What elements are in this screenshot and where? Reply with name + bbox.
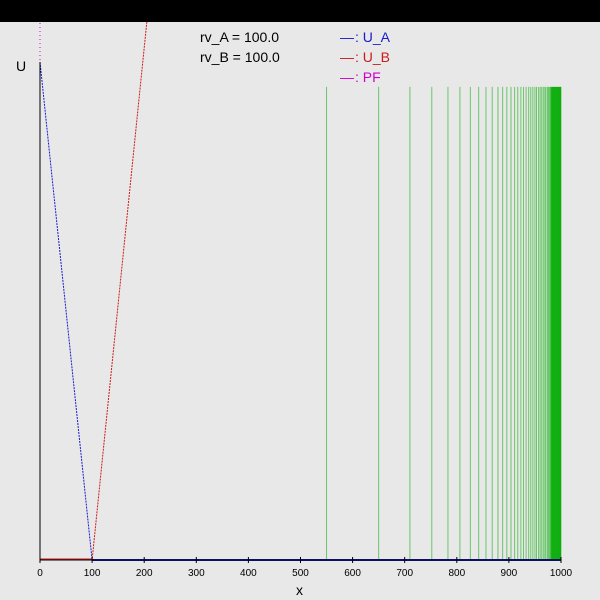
x-tick-label-9: 900 [501,568,518,579]
x-tick-label-1: 100 [84,568,101,579]
param-rv-a: rv_A = 100.0 [200,29,279,45]
top-bar [0,0,600,22]
x-axis-label: x [296,582,303,598]
x-tick-label-6: 600 [344,568,361,579]
legend-marker-u-b: — [340,49,354,65]
vertical-lines-group [326,86,562,561]
legend-label-u-b: : U_B [355,49,390,65]
x-tick-label-2: 200 [136,568,153,579]
legend: — : U_A — : U_B — : PF [340,29,391,85]
x-tick-label-3: 300 [188,568,205,579]
x-tick-label-4: 400 [240,568,257,579]
x-tick-label-10: 1000 [550,568,573,579]
legend-label-pf: : PF [355,69,381,85]
param-rv-b: rv_B = 100.0 [200,49,280,65]
legend-label-u-a: : U_A [355,29,391,45]
x-tick-label-7: 700 [396,568,413,579]
y-axis-label: U [16,58,26,74]
legend-marker-pf: — [340,69,354,85]
x-axis: 0 100 200 300 400 500 600 700 800 900 1000 [37,62,573,579]
legend-marker-u-a: — [340,29,354,45]
x-tick-label-8: 800 [448,568,465,579]
x-tick-label-5: 500 [292,568,309,579]
x-tick-label-0: 0 [37,568,43,579]
dense-vertical-band [550,86,561,561]
